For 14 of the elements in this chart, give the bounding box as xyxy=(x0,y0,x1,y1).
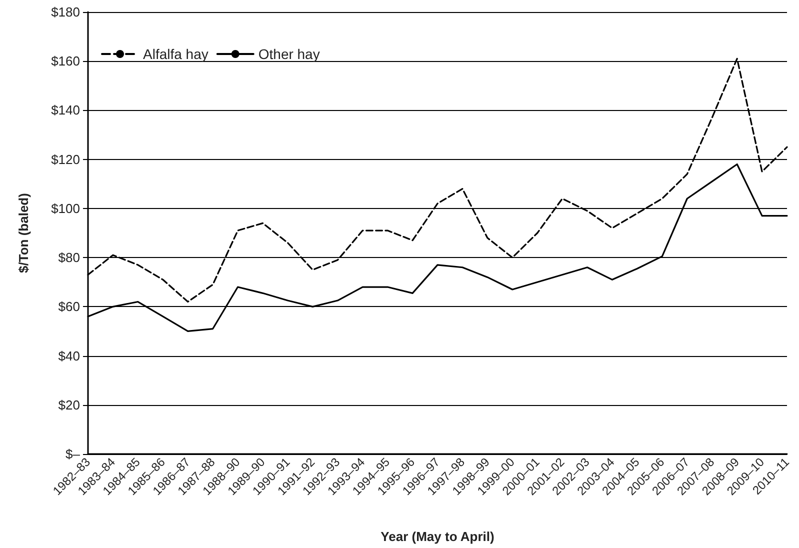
y-axis-title: $/Ton (baled) xyxy=(16,193,31,273)
x-axis-title: Year (May to April) xyxy=(380,529,494,544)
y-tick-label: $120 xyxy=(51,152,80,167)
legend-label: Other hay xyxy=(258,46,320,62)
y-tick-label: $– xyxy=(66,446,81,462)
y-tick-label: $160 xyxy=(51,54,80,69)
y-tick-label: $80 xyxy=(58,250,80,266)
y-tick-label: $60 xyxy=(58,299,80,314)
y-tick-label: $100 xyxy=(51,200,80,216)
y-tick-label: $20 xyxy=(58,397,80,412)
y-tick-label: $40 xyxy=(58,348,80,364)
y-tick-label: $140 xyxy=(51,102,80,118)
y-tick-label: $180 xyxy=(51,4,80,20)
legend-label: Alfalfa hay xyxy=(143,46,208,62)
